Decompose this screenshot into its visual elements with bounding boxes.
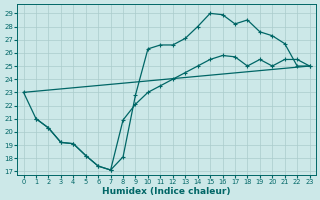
X-axis label: Humidex (Indice chaleur): Humidex (Indice chaleur) <box>102 187 231 196</box>
